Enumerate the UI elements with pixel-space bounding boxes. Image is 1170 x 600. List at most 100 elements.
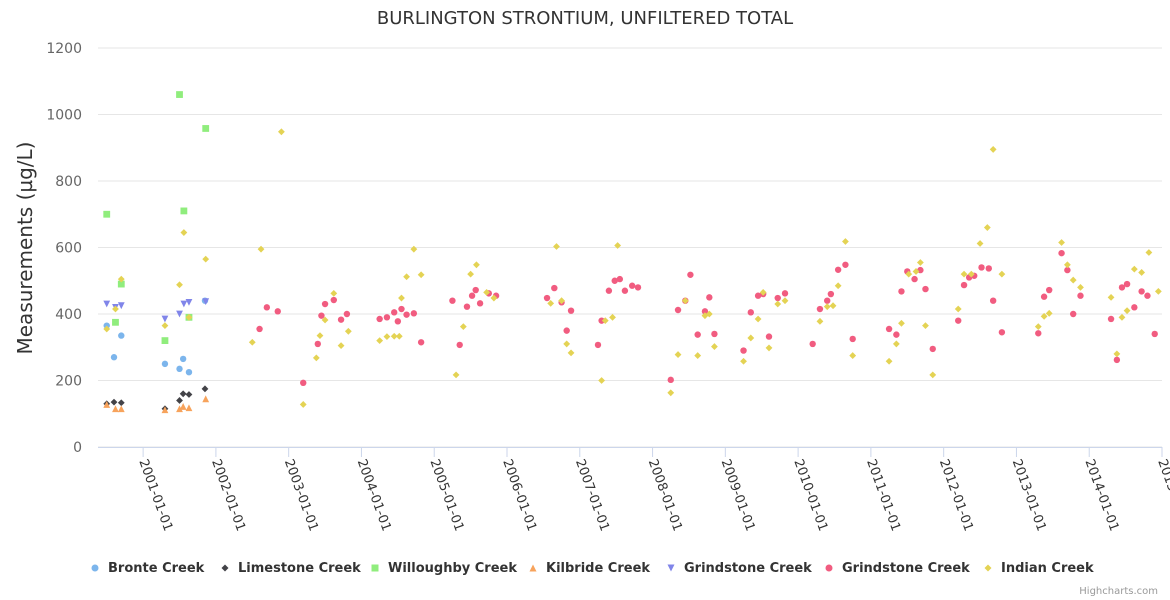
data-point[interactable] (321, 300, 329, 308)
data-point[interactable] (834, 282, 842, 290)
data-point[interactable] (410, 310, 418, 317)
data-point[interactable] (257, 245, 265, 253)
data-point[interactable] (922, 285, 929, 293)
legend-item[interactable]: Bronte Creek (91, 561, 205, 576)
data-point[interactable] (1040, 312, 1048, 320)
data-point[interactable] (176, 365, 183, 373)
data-point[interactable] (1144, 292, 1151, 299)
data-point[interactable] (567, 349, 575, 357)
data-point[interactable] (202, 125, 210, 132)
data-point[interactable] (955, 317, 962, 324)
data-point[interactable] (337, 316, 345, 323)
data-point[interactable] (161, 322, 169, 330)
data-point[interactable] (989, 146, 997, 153)
data-point[interactable] (330, 289, 338, 297)
data-point[interactable] (1151, 330, 1158, 338)
data-point[interactable] (185, 368, 193, 376)
data-point[interactable] (765, 333, 773, 340)
data-point[interactable] (403, 311, 410, 318)
data-point[interactable] (551, 284, 558, 292)
data-point[interactable] (1035, 330, 1042, 337)
legend-label[interactable]: Grindstone Creek (684, 561, 812, 576)
data-point[interactable] (456, 341, 463, 349)
data-point[interactable] (398, 305, 405, 313)
data-point[interactable] (459, 323, 467, 331)
legend-marker[interactable] (371, 564, 379, 572)
data-point[interactable] (337, 342, 345, 349)
data-point[interactable] (687, 271, 694, 278)
data-point[interactable] (605, 287, 613, 294)
data-point[interactable] (161, 360, 169, 368)
data-point[interactable] (912, 268, 920, 275)
data-point[interactable] (976, 240, 984, 247)
data-point[interactable] (694, 331, 701, 338)
data-point[interactable] (567, 307, 575, 314)
data-point[interactable] (911, 275, 918, 283)
data-point[interactable] (103, 210, 111, 218)
data-point[interactable] (816, 317, 824, 325)
data-point[interactable] (202, 255, 210, 263)
data-point[interactable] (1118, 284, 1126, 291)
data-point[interactable] (344, 327, 352, 335)
data-point[interactable] (898, 288, 905, 295)
data-point[interactable] (117, 280, 125, 288)
data-point[interactable] (343, 310, 351, 318)
data-point[interactable] (452, 371, 460, 379)
data-point[interactable] (1113, 350, 1121, 358)
data-point[interactable] (1063, 261, 1071, 269)
data-point[interactable] (383, 333, 391, 341)
data-point[interactable] (394, 318, 402, 325)
data-point[interactable] (403, 273, 410, 281)
data-point[interactable] (318, 312, 325, 319)
legend-marker[interactable] (91, 564, 99, 572)
data-point[interactable] (922, 322, 929, 330)
data-point[interactable] (312, 354, 320, 362)
legend-item[interactable]: Kilbride Creek (529, 561, 651, 576)
data-point[interactable] (180, 300, 188, 308)
data-point[interactable] (705, 310, 713, 318)
data-point[interactable] (179, 355, 187, 363)
data-point[interactable] (1045, 309, 1053, 317)
data-point[interactable] (701, 308, 709, 315)
data-point[interactable] (417, 339, 425, 346)
data-point[interactable] (176, 397, 183, 404)
data-point[interactable] (765, 344, 773, 352)
legend-item[interactable]: Willoughby Creek (371, 561, 518, 576)
data-point[interactable] (611, 277, 618, 284)
data-point[interactable] (490, 294, 498, 302)
data-point[interactable] (277, 128, 285, 136)
data-point[interactable] (553, 243, 560, 250)
data-point[interactable] (1107, 315, 1115, 323)
data-point[interactable] (1070, 310, 1077, 318)
legend-marker[interactable] (984, 564, 992, 572)
data-point[interactable] (960, 270, 968, 278)
data-point[interactable] (1118, 313, 1126, 321)
data-point[interactable] (998, 270, 1006, 278)
data-point[interactable] (483, 288, 491, 296)
data-point[interactable] (1058, 239, 1065, 246)
data-point[interactable] (829, 302, 837, 310)
data-point[interactable] (110, 398, 118, 406)
legend-marker[interactable] (667, 564, 675, 572)
data-point[interactable] (176, 281, 183, 289)
data-point[interactable] (563, 340, 571, 348)
data-point[interactable] (103, 325, 111, 333)
data-point[interactable] (885, 357, 893, 365)
data-point[interactable] (161, 315, 169, 323)
data-point[interactable] (1138, 288, 1145, 295)
data-point[interactable] (376, 315, 383, 323)
data-point[interactable] (694, 352, 702, 359)
data-point[interactable] (1138, 269, 1146, 276)
legend-label[interactable]: Indian Creek (1001, 561, 1094, 576)
data-point[interactable] (989, 297, 997, 304)
data-point[interactable] (390, 332, 398, 340)
data-point[interactable] (161, 406, 169, 414)
data-point[interactable] (467, 270, 475, 278)
data-point[interactable] (634, 284, 642, 291)
data-point[interactable] (112, 405, 119, 413)
data-point[interactable] (376, 337, 384, 344)
data-point[interactable] (998, 329, 1006, 336)
data-point[interactable] (759, 288, 767, 296)
data-point[interactable] (816, 305, 824, 313)
data-point[interactable] (1034, 323, 1042, 331)
